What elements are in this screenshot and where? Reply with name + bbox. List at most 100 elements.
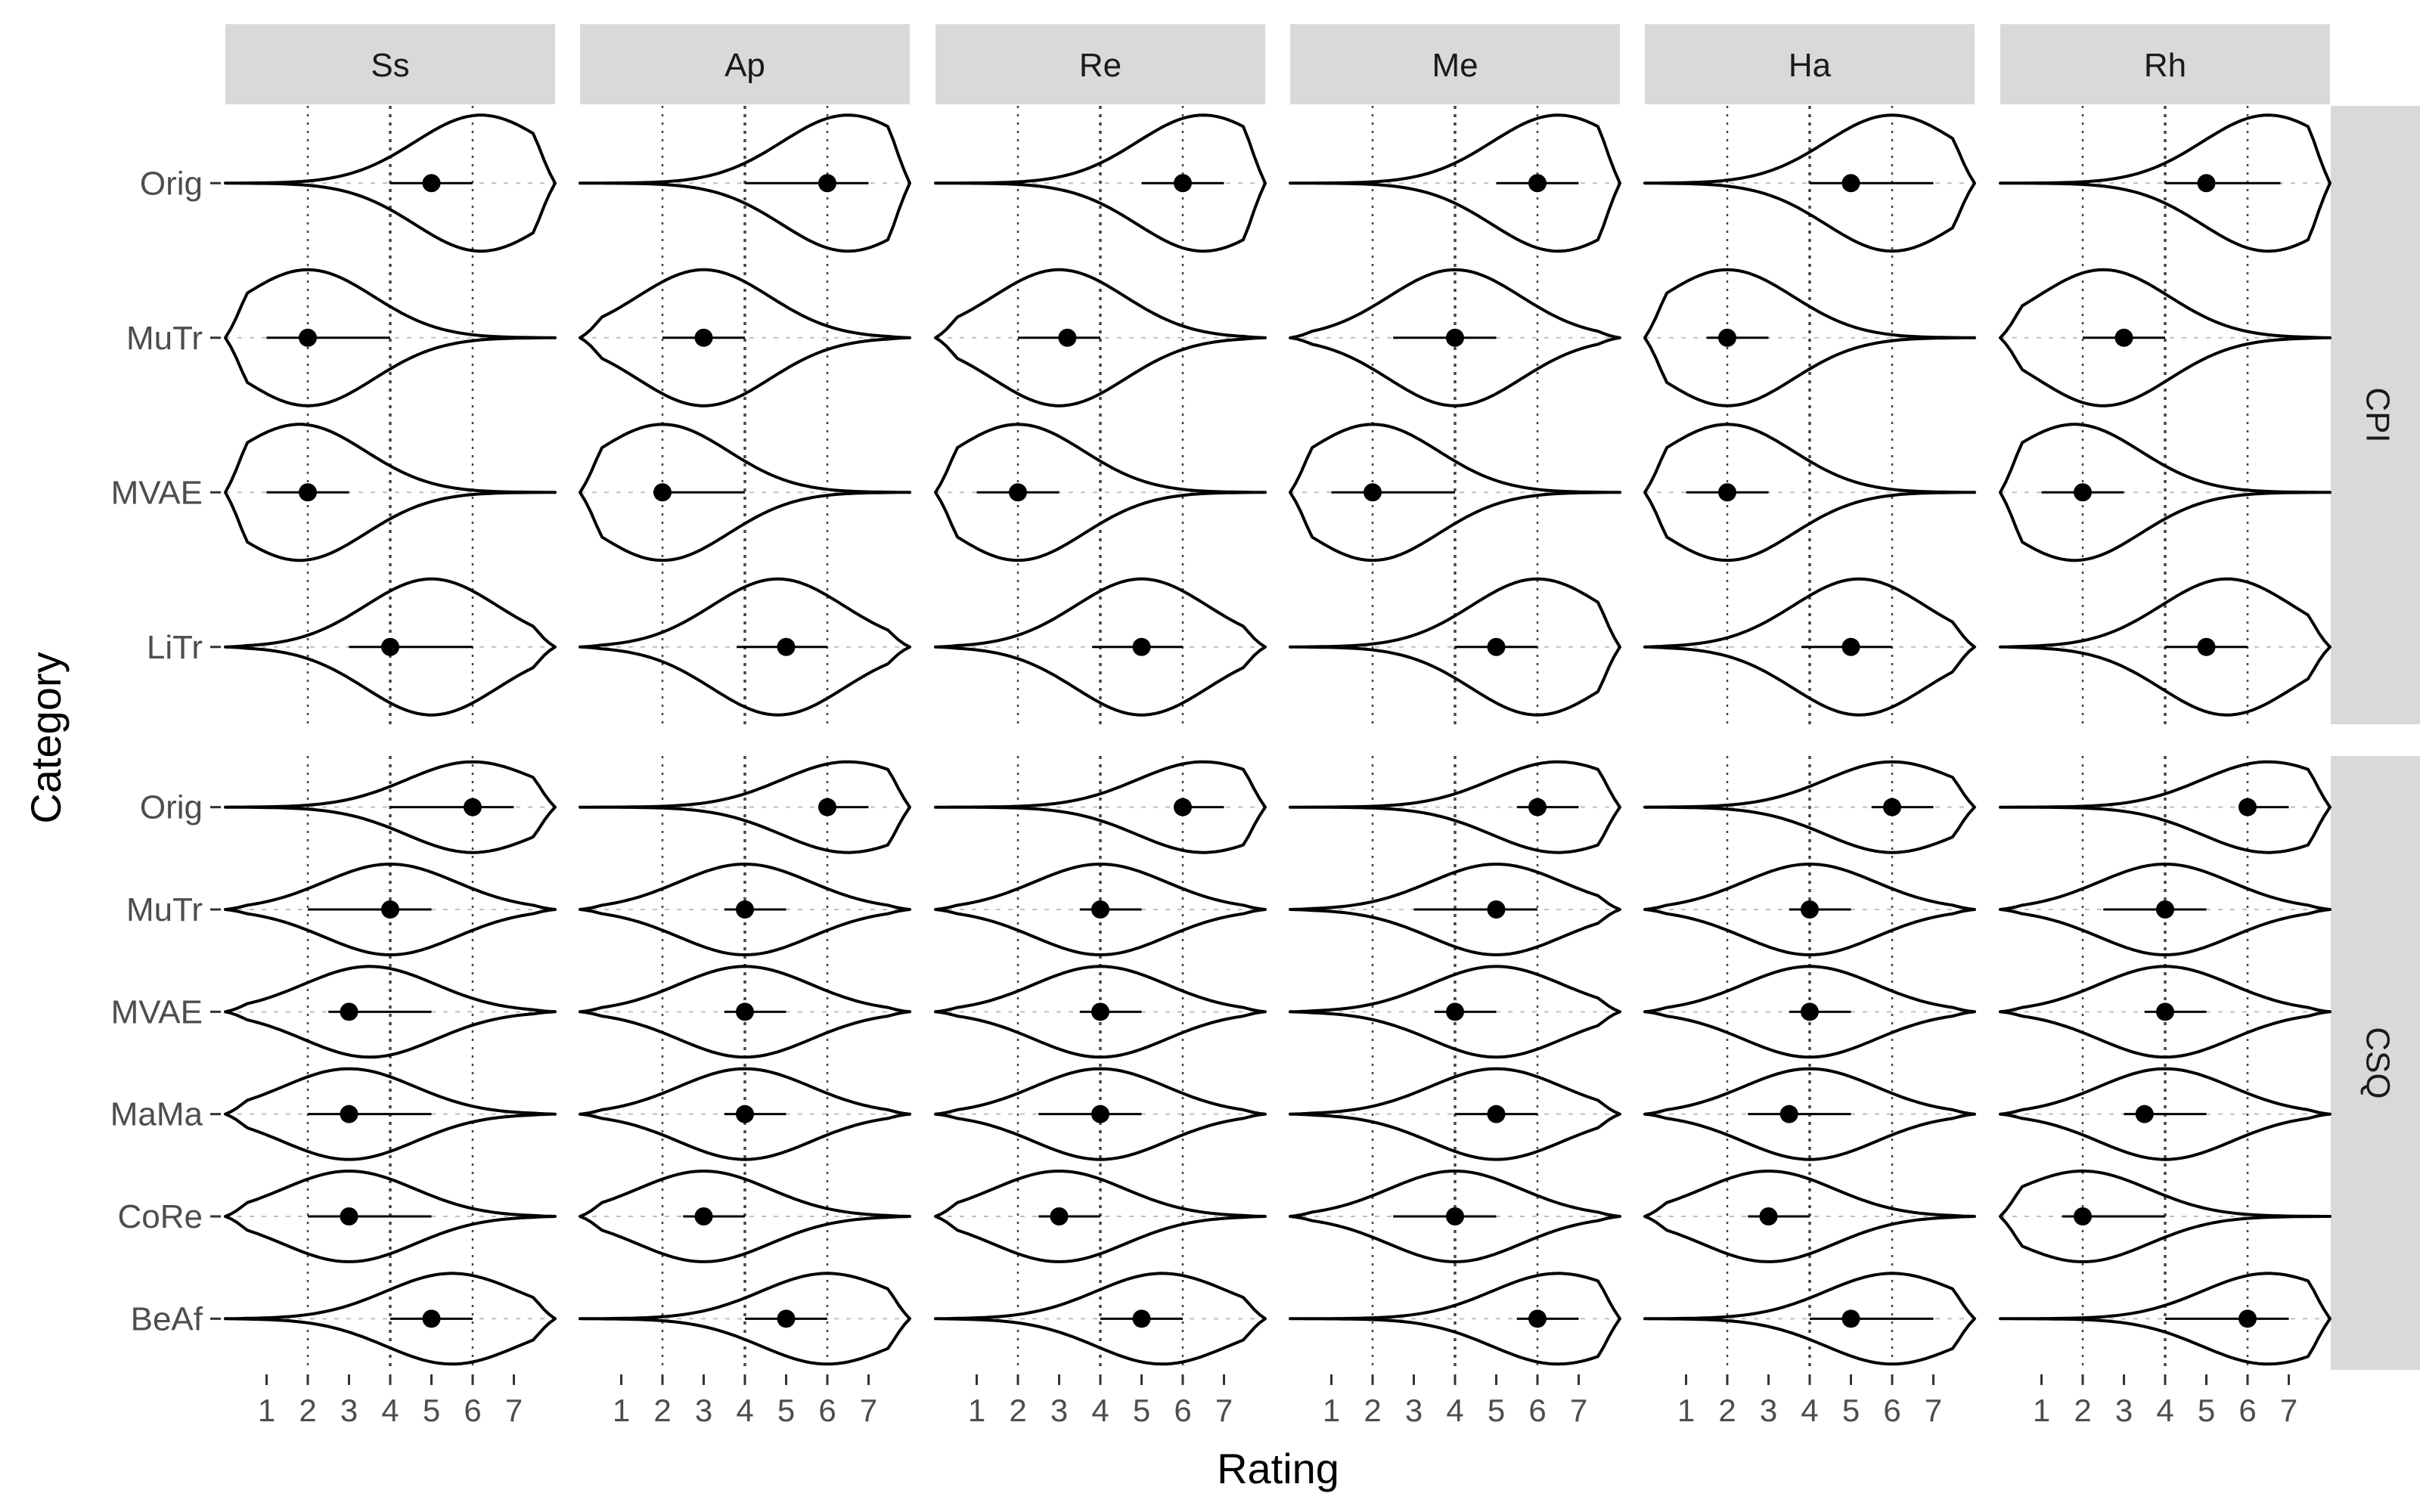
violin-cpi-rh-litr bbox=[1999, 577, 2332, 717]
violin-csq-ap-mama bbox=[579, 1067, 911, 1161]
violin-csq-ss-orig-mean-point bbox=[464, 798, 482, 816]
facet-label-ha: Ha bbox=[1789, 47, 1832, 84]
violin-cpi-ss-mutr bbox=[224, 268, 557, 407]
violin-csq-ha-mvae-mean-point bbox=[1801, 1002, 1819, 1021]
x-tick-label-me-7: 7 bbox=[1570, 1393, 1587, 1428]
violin-cpi-rh-litr-mean-point bbox=[2197, 637, 2216, 656]
violin-csq-me-mvae-mean-point bbox=[1446, 1002, 1464, 1021]
violin-csq-ap-core bbox=[579, 1170, 911, 1263]
violin-csq-rh-mama bbox=[1999, 1067, 2332, 1161]
violin-cpi-ha-mutr bbox=[1643, 268, 1976, 407]
violin-csq-ha-mvae bbox=[1643, 965, 1976, 1059]
violin-cpi-ap-orig bbox=[579, 113, 911, 253]
violin-csq-ap-core-mean-point bbox=[694, 1207, 713, 1225]
facet-strip-ss bbox=[225, 24, 555, 104]
violin-csq-ss-beaf bbox=[224, 1272, 557, 1366]
x-tick-label-ss-6: 6 bbox=[464, 1393, 481, 1428]
violin-csq-me-beaf bbox=[1289, 1272, 1621, 1366]
violin-cpi-me-mvae bbox=[1289, 423, 1621, 562]
x-tick-label-ss-4: 4 bbox=[381, 1393, 399, 1428]
violin-csq-ha-core bbox=[1643, 1170, 1976, 1263]
x-tick-label-ha-2: 2 bbox=[1718, 1393, 1736, 1428]
y-tick-label-csq-mutr: MuTr bbox=[126, 891, 203, 928]
violin-cpi-ha-litr-mean-point bbox=[1841, 637, 1860, 656]
violin-csq-me-orig-mean-point bbox=[1528, 798, 1547, 816]
violin-csq-re-core bbox=[934, 1170, 1267, 1263]
x-tick-label-rh-5: 5 bbox=[2198, 1393, 2215, 1428]
y-axis-title: Category bbox=[22, 652, 70, 823]
violin-cpi-re-mvae bbox=[934, 423, 1267, 562]
violin-csq-ap-mvae bbox=[579, 965, 911, 1059]
violin-csq-ap-orig bbox=[579, 760, 911, 854]
x-tick-label-rh-7: 7 bbox=[2280, 1393, 2297, 1428]
violin-cpi-re-mvae-mean-point bbox=[1009, 483, 1027, 502]
violin-cpi-me-litr-mean-point bbox=[1487, 637, 1506, 656]
facet-strip-ap bbox=[580, 24, 910, 104]
violin-csq-rh-beaf bbox=[1999, 1272, 2332, 1366]
violin-cpi-ha-mutr-mean-point bbox=[1718, 328, 1736, 347]
x-tick-label-ss-1: 1 bbox=[258, 1393, 275, 1428]
violin-cpi-ap-mutr-mean-point bbox=[694, 328, 713, 347]
violin-csq-ss-mutr bbox=[224, 863, 557, 956]
facet-strip-cpi bbox=[2331, 106, 2420, 724]
violin-cpi-re-mutr bbox=[934, 268, 1267, 407]
x-tick-label-ss-5: 5 bbox=[423, 1393, 440, 1428]
facet-label-ss: Ss bbox=[371, 47, 409, 84]
violin-csq-ha-orig-mean-point bbox=[1883, 798, 1901, 816]
violin-cpi-ap-litr bbox=[579, 577, 911, 717]
x-tick-label-ha-3: 3 bbox=[1760, 1393, 1777, 1428]
violin-csq-ha-orig bbox=[1643, 760, 1976, 854]
violin-cpi-ss-litr-mean-point bbox=[381, 637, 399, 656]
violin-csq-me-orig bbox=[1289, 760, 1621, 854]
violin-cpi-ap-mutr bbox=[579, 268, 911, 407]
x-tick-label-re-2: 2 bbox=[1009, 1393, 1026, 1428]
violin-csq-ss-mama bbox=[224, 1067, 557, 1161]
facet-label-ap: Ap bbox=[724, 47, 765, 84]
violin-csq-me-beaf-mean-point bbox=[1528, 1309, 1547, 1328]
violin-cpi-ha-mvae bbox=[1643, 423, 1976, 562]
violin-csq-re-beaf-mean-point bbox=[1132, 1309, 1151, 1328]
y-tick-label-csq-mama: MaMa bbox=[110, 1096, 203, 1133]
y-tick-label-cpi-mvae: MVAE bbox=[111, 474, 203, 511]
x-tick-label-me-2: 2 bbox=[1364, 1393, 1381, 1428]
violin-cpi-ss-litr bbox=[224, 577, 557, 717]
violin-cpi-ss-orig bbox=[224, 113, 557, 253]
violin-csq-me-mutr bbox=[1289, 863, 1621, 956]
violin-cpi-me-mutr bbox=[1289, 268, 1621, 407]
violin-csq-rh-mama-mean-point bbox=[2135, 1105, 2154, 1123]
violin-csq-ha-beaf-mean-point bbox=[1841, 1309, 1860, 1328]
violin-csq-ss-mvae bbox=[224, 965, 557, 1059]
violin-csq-ha-mama bbox=[1643, 1067, 1976, 1161]
violin-csq-rh-mutr-mean-point bbox=[2156, 900, 2174, 919]
x-tick-label-ap-3: 3 bbox=[695, 1393, 712, 1428]
violin-csq-me-mama bbox=[1289, 1067, 1621, 1161]
facet-strip-me bbox=[1290, 24, 1620, 104]
violin-csq-rh-mvae-mean-point bbox=[2156, 1002, 2174, 1021]
violin-cpi-rh-mutr-mean-point bbox=[2114, 328, 2133, 347]
violin-csq-me-mvae bbox=[1289, 965, 1621, 1059]
violin-csq-ap-mama-mean-point bbox=[736, 1105, 754, 1123]
violin-csq-ap-mutr bbox=[579, 863, 911, 956]
violin-cpi-rh-mvae bbox=[1999, 423, 2332, 562]
violin-cpi-rh-mvae-mean-point bbox=[2074, 483, 2092, 502]
violin-cpi-ap-mvae-mean-point bbox=[653, 483, 672, 502]
violin-csq-me-mutr-mean-point bbox=[1487, 900, 1506, 919]
x-tick-label-re-1: 1 bbox=[968, 1393, 985, 1428]
violin-cpi-ss-orig-mean-point bbox=[422, 174, 441, 193]
violin-csq-re-mvae bbox=[934, 965, 1267, 1059]
y-tick-label-csq-mvae: MVAE bbox=[111, 993, 203, 1030]
violin-csq-rh-core bbox=[1999, 1170, 2332, 1263]
x-tick-label-ha-4: 4 bbox=[1801, 1393, 1818, 1428]
violin-cpi-re-orig bbox=[934, 113, 1267, 253]
violin-cpi-re-orig-mean-point bbox=[1174, 174, 1192, 193]
violin-csq-ha-mutr-mean-point bbox=[1801, 900, 1819, 919]
facet-strip-re bbox=[935, 24, 1265, 104]
facet-label-cpi: CPI bbox=[2359, 387, 2396, 442]
violin-cpi-ha-orig-mean-point bbox=[1841, 174, 1860, 193]
facet-strip-ha bbox=[1645, 24, 1975, 104]
x-tick-label-ap-6: 6 bbox=[818, 1393, 836, 1428]
facet-label-rh: Rh bbox=[2144, 47, 2186, 84]
violin-cpi-ha-mvae-mean-point bbox=[1718, 483, 1736, 502]
facet-label-me: Me bbox=[1432, 47, 1478, 84]
